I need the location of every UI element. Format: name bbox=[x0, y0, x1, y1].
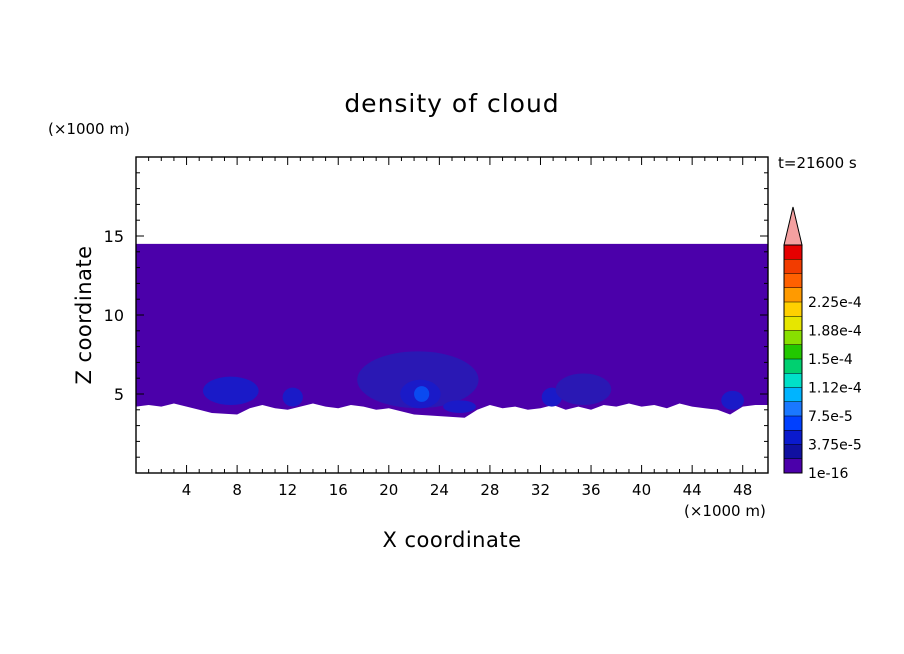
colorbar-segment bbox=[784, 273, 802, 288]
density-field bbox=[136, 243, 768, 418]
y-tick-label: 10 bbox=[104, 306, 124, 325]
colorbar: 1e-16 3.75e-5 7.5e-5 1.12e-4 1.5e-4 1.88e-4 2.… bbox=[783, 206, 862, 482]
colorbar-label: 7.5e-5 bbox=[808, 409, 853, 425]
colorbar-segment bbox=[784, 316, 802, 331]
colorbar-label: 2.25e-4 bbox=[808, 295, 862, 311]
colorbar-segment bbox=[784, 259, 802, 274]
y-tick-label: 15 bbox=[104, 227, 124, 246]
x-unit-label: (×1000 m) bbox=[684, 502, 766, 520]
x-tick-label: 44 bbox=[683, 481, 702, 499]
colorbar-label: 1e-16 bbox=[808, 466, 848, 482]
colorbar-segment bbox=[784, 444, 802, 459]
x-tick-label: 4 bbox=[182, 481, 192, 499]
colorbar-segment bbox=[784, 416, 802, 431]
x-tick-label: 36 bbox=[581, 481, 600, 499]
density-cell bbox=[282, 387, 303, 407]
colorbar-label: 1.5e-4 bbox=[808, 352, 853, 368]
colorbar-segment bbox=[784, 287, 802, 302]
x-tick-label: 40 bbox=[632, 481, 651, 499]
colorbar-segment bbox=[784, 245, 802, 260]
density-cell bbox=[443, 400, 477, 413]
x-tick-label: 16 bbox=[329, 481, 348, 499]
colorbar-segment bbox=[784, 359, 802, 374]
colorbar-segment bbox=[784, 430, 802, 445]
x-axis-label: X coordinate bbox=[382, 528, 521, 552]
colorbar-overflow-arrow bbox=[783, 206, 803, 246]
density-cell bbox=[202, 376, 259, 406]
x-tick-label: 32 bbox=[531, 481, 550, 499]
density-cell bbox=[414, 386, 430, 402]
x-tick-label: 48 bbox=[733, 481, 752, 499]
y-tick-label: 5 bbox=[114, 385, 124, 404]
colorbar-segment bbox=[784, 373, 802, 388]
x-tick-label: 28 bbox=[480, 481, 499, 499]
x-tick-label: 8 bbox=[232, 481, 242, 499]
x-tick-label: 20 bbox=[379, 481, 398, 499]
colorbar-label: 1.12e-4 bbox=[808, 381, 862, 397]
colorbar-segment bbox=[784, 344, 802, 359]
x-axis: 4 8 12 16 20 24 28 32 36 40 44 48 bbox=[148, 157, 756, 499]
density-cell bbox=[555, 373, 612, 406]
x-tick-label: 24 bbox=[430, 481, 449, 499]
y-unit-label: (×1000 m) bbox=[48, 120, 130, 138]
colorbar-segment bbox=[784, 458, 802, 473]
colorbar-segment bbox=[784, 401, 802, 416]
colorbar-segment bbox=[784, 387, 802, 402]
density-cell bbox=[357, 351, 479, 409]
cloud-layer bbox=[136, 243, 768, 418]
density-cell bbox=[721, 390, 744, 410]
x-tick-label: 12 bbox=[278, 481, 297, 499]
colorbar-label: 1.88e-4 bbox=[808, 324, 862, 340]
colorbar-segment bbox=[784, 302, 802, 317]
chart-title: density of cloud bbox=[344, 89, 559, 118]
y-axis-label: Z coordinate bbox=[72, 245, 96, 384]
colorbar-segment bbox=[784, 330, 802, 345]
time-label: t=21600 s bbox=[778, 154, 857, 172]
y-axis: 5 10 15 bbox=[104, 172, 768, 458]
colorbar-label: 3.75e-5 bbox=[808, 438, 862, 454]
